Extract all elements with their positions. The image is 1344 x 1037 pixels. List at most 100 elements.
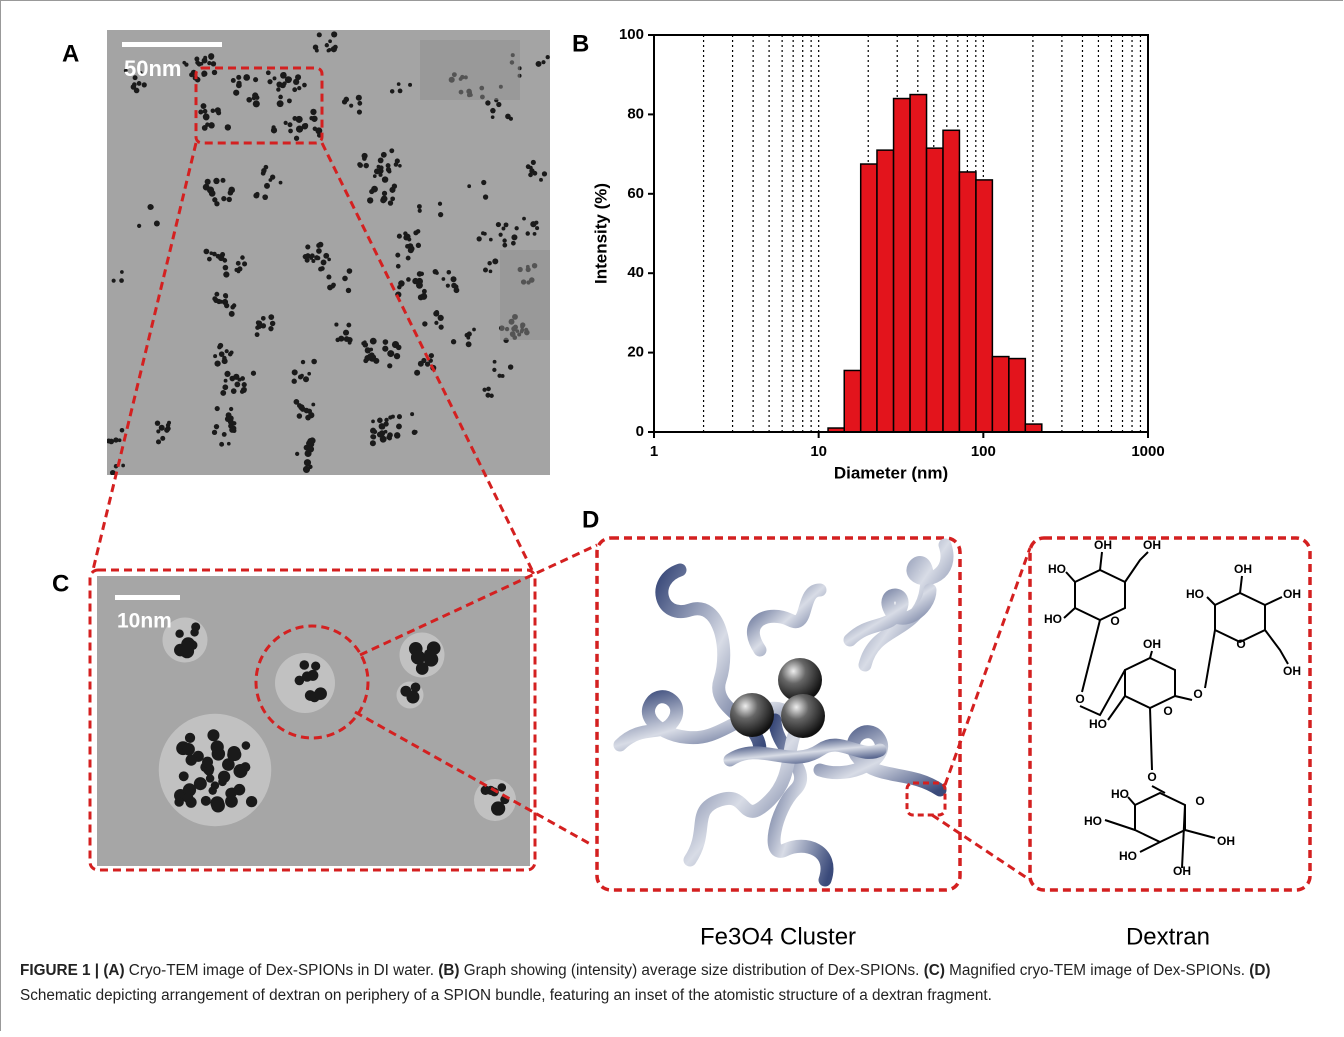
- atom-label: HO: [1186, 587, 1204, 601]
- caption-text: (D): [1249, 962, 1271, 979]
- atom-label: O: [1236, 637, 1245, 651]
- particle: [203, 114, 210, 121]
- particle: [276, 100, 284, 108]
- particle: [190, 628, 199, 637]
- particle: [236, 82, 242, 89]
- particle: [283, 120, 288, 125]
- particle: [198, 109, 204, 115]
- particle: [476, 236, 482, 242]
- particle: [492, 367, 497, 372]
- particle: [371, 419, 375, 424]
- structure-box: [1028, 536, 1312, 892]
- particle: [138, 71, 143, 75]
- atom-label: OH: [1173, 864, 1191, 878]
- particle: [323, 252, 330, 259]
- x-tick-label: 1000: [1131, 443, 1164, 460]
- particle: [450, 276, 457, 283]
- caption-text: Schematic depicting arrangement of dextr…: [20, 987, 992, 1004]
- particle: [201, 72, 206, 77]
- panel-label: C: [52, 570, 69, 597]
- particle: [164, 427, 170, 433]
- y-tick-label: 100: [619, 26, 644, 43]
- bar: [843, 369, 862, 433]
- particle: [464, 332, 470, 338]
- particle: [396, 414, 402, 420]
- ring: [1214, 591, 1266, 644]
- atom-label: HO: [1044, 612, 1062, 626]
- particle: [416, 281, 423, 289]
- particle: [224, 370, 231, 377]
- particle: [500, 373, 505, 378]
- particle: [204, 766, 214, 776]
- particle: [380, 151, 387, 158]
- particle: [287, 122, 293, 128]
- particle: [343, 96, 350, 103]
- particle: [377, 157, 384, 164]
- particle: [260, 315, 266, 321]
- atom-label: O: [1110, 614, 1119, 628]
- particle: [300, 359, 306, 365]
- particle: [298, 404, 305, 411]
- particle: [361, 152, 368, 159]
- particle: [328, 39, 332, 44]
- particle: [387, 200, 394, 206]
- particle: [489, 393, 494, 398]
- particle: [511, 234, 518, 241]
- particle: [121, 463, 125, 468]
- particle: [292, 87, 298, 93]
- atom-label: OH: [1234, 562, 1252, 576]
- particle: [382, 345, 389, 352]
- particle: [465, 341, 472, 348]
- particle: [378, 423, 386, 430]
- particle: [389, 89, 395, 94]
- particle: [302, 82, 307, 88]
- particle: [214, 291, 220, 297]
- particle: [411, 429, 418, 436]
- particle: [295, 451, 300, 457]
- particle: [311, 402, 316, 407]
- particle: [378, 172, 383, 177]
- particle: [349, 103, 354, 108]
- atom-label: OH: [1283, 664, 1301, 678]
- particle: [434, 320, 439, 325]
- particle: [437, 314, 444, 321]
- particle: [408, 82, 413, 87]
- particle: [271, 125, 276, 130]
- particle: [395, 263, 401, 269]
- particle: [229, 350, 234, 355]
- particle: [522, 216, 526, 221]
- particle: [160, 435, 166, 441]
- particle: [410, 650, 426, 665]
- particle: [222, 264, 229, 271]
- particle: [119, 427, 125, 433]
- particle: [532, 170, 538, 176]
- particle: [291, 378, 297, 384]
- particle: [433, 310, 440, 317]
- particle: [246, 96, 253, 103]
- particle: [241, 741, 251, 750]
- bond: [1063, 551, 1149, 717]
- particle: [417, 208, 422, 213]
- particle: [530, 159, 536, 165]
- particle: [327, 284, 333, 291]
- particle: [347, 340, 352, 345]
- particle: [154, 420, 161, 426]
- particle: [245, 796, 258, 808]
- particle: [202, 756, 214, 768]
- particle: [211, 429, 218, 436]
- particle: [407, 237, 412, 242]
- particle: [133, 87, 140, 94]
- particle: [278, 180, 283, 185]
- x-tick-label: 100: [971, 443, 996, 460]
- particle: [369, 189, 375, 195]
- particle: [346, 268, 353, 274]
- particle: [490, 107, 496, 114]
- particle: [217, 342, 224, 349]
- particle: [210, 796, 225, 810]
- particle: [384, 417, 389, 423]
- particle: [406, 277, 411, 282]
- particle: [183, 792, 194, 804]
- particle: [373, 168, 381, 175]
- particle: [223, 271, 230, 278]
